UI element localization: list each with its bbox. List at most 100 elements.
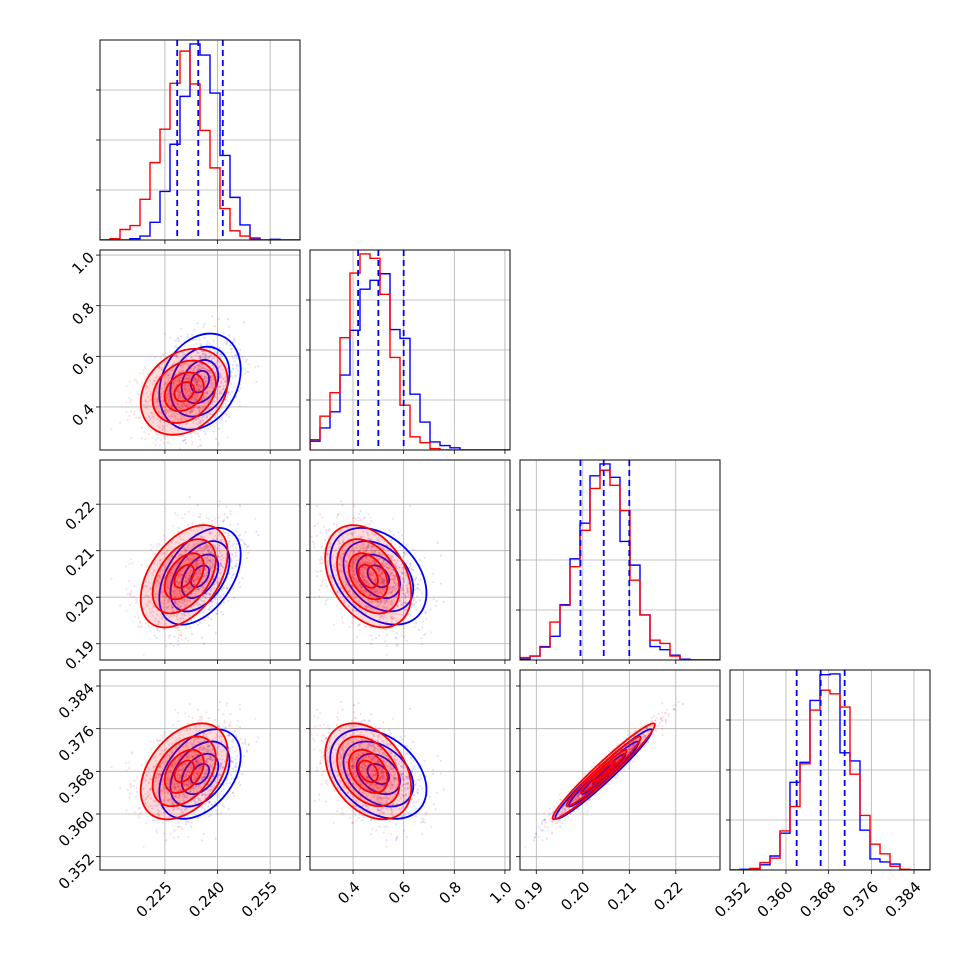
scatter-point xyxy=(210,413,214,416)
scatter-point xyxy=(414,621,418,625)
scatter-point xyxy=(187,403,190,406)
scatter-point xyxy=(353,520,356,523)
scatter-point xyxy=(187,587,190,590)
scatter-point xyxy=(184,597,187,601)
scatter-point xyxy=(152,545,155,548)
scatter-point xyxy=(214,437,218,441)
scatter-point xyxy=(205,392,208,396)
scatter-point xyxy=(208,563,212,566)
scatter-point xyxy=(125,565,128,568)
scatter-point xyxy=(419,599,422,602)
scatter-point xyxy=(182,617,185,620)
scatter-point xyxy=(205,353,208,357)
scatter-point xyxy=(144,580,147,584)
scatter-point xyxy=(203,547,206,551)
scatter-point xyxy=(182,369,185,372)
scatter-point xyxy=(183,605,186,608)
scatter-point xyxy=(196,587,199,591)
scatter-point xyxy=(156,437,159,440)
scatter-point xyxy=(168,373,171,376)
scatter-point xyxy=(186,395,189,398)
scatter-point xyxy=(434,604,437,608)
scatter-point xyxy=(200,416,204,419)
scatter-point xyxy=(205,395,208,398)
scatter-point xyxy=(195,393,198,396)
scatter-point xyxy=(201,418,204,421)
scatter-point xyxy=(177,404,181,408)
scatter-point xyxy=(179,396,182,399)
scatter-point xyxy=(222,384,225,388)
scatter-point xyxy=(194,396,197,399)
scatter-point xyxy=(160,604,164,608)
scatter-point xyxy=(171,381,175,385)
scatter-point xyxy=(204,596,207,600)
scatter-point xyxy=(166,585,169,588)
scatter-point xyxy=(190,392,193,395)
scatter-point xyxy=(187,588,190,591)
scatter-point xyxy=(195,384,198,387)
scatter-point xyxy=(185,404,188,407)
scatter-point xyxy=(173,400,176,403)
scatter-point xyxy=(211,600,214,603)
scatter-point xyxy=(208,559,211,562)
scatter-point xyxy=(221,613,224,616)
scatter-point xyxy=(372,551,375,554)
scatter-point xyxy=(212,586,216,589)
scatter-point xyxy=(165,596,168,599)
scatter-point xyxy=(166,599,170,602)
scatter-point xyxy=(186,546,189,549)
scatter-point xyxy=(238,400,241,403)
scatter-point xyxy=(303,557,305,559)
scatter-point xyxy=(194,592,197,595)
scatter-point xyxy=(214,632,217,635)
scatter-point xyxy=(190,408,193,412)
scatter-point xyxy=(402,635,406,638)
scatter-point xyxy=(208,593,211,596)
scatter-point xyxy=(395,644,398,647)
scatter-point xyxy=(225,341,229,344)
scatter-point xyxy=(148,571,151,574)
scatter-point xyxy=(162,552,166,555)
scatter-point xyxy=(155,585,158,588)
scatter-point xyxy=(220,538,223,541)
scatter-point xyxy=(198,354,201,358)
scatter-point xyxy=(207,550,210,553)
scatter-point xyxy=(148,399,151,402)
scatter-point xyxy=(157,410,160,413)
scatter-point xyxy=(203,401,207,404)
scatter-point xyxy=(138,620,142,623)
scatter-point xyxy=(203,572,206,575)
scatter-point xyxy=(153,568,156,572)
scatter-point xyxy=(187,510,190,513)
scatter-point xyxy=(185,362,189,365)
scatter-point xyxy=(196,559,199,563)
scatter-point xyxy=(207,400,210,403)
scatter-point xyxy=(187,577,190,580)
scatter-point xyxy=(179,390,182,394)
scatter-point xyxy=(182,353,185,356)
scatter-point xyxy=(209,551,212,554)
scatter-point xyxy=(213,596,217,600)
scatter-point xyxy=(319,513,322,516)
scatter-point xyxy=(203,557,207,560)
scatter-point xyxy=(184,438,187,441)
scatter-point xyxy=(199,535,203,538)
scatter-point xyxy=(189,409,193,412)
scatter-point xyxy=(180,605,183,608)
scatter-point xyxy=(232,337,236,341)
scatter-point xyxy=(205,368,209,372)
scatter-point xyxy=(199,344,202,347)
scatter-point xyxy=(171,606,174,609)
scatter-point xyxy=(201,546,204,549)
scatter-point xyxy=(169,571,173,575)
scatter-point xyxy=(197,352,200,355)
scatter-point xyxy=(160,387,163,390)
scatter-point xyxy=(179,407,182,410)
scatter-point xyxy=(195,399,198,402)
scatter-point xyxy=(202,611,206,614)
scatter-point xyxy=(208,355,211,359)
scatter-point xyxy=(173,600,176,603)
panel-0-0 xyxy=(96,39,301,244)
scatter-point xyxy=(179,335,182,338)
scatter-point xyxy=(425,617,428,620)
